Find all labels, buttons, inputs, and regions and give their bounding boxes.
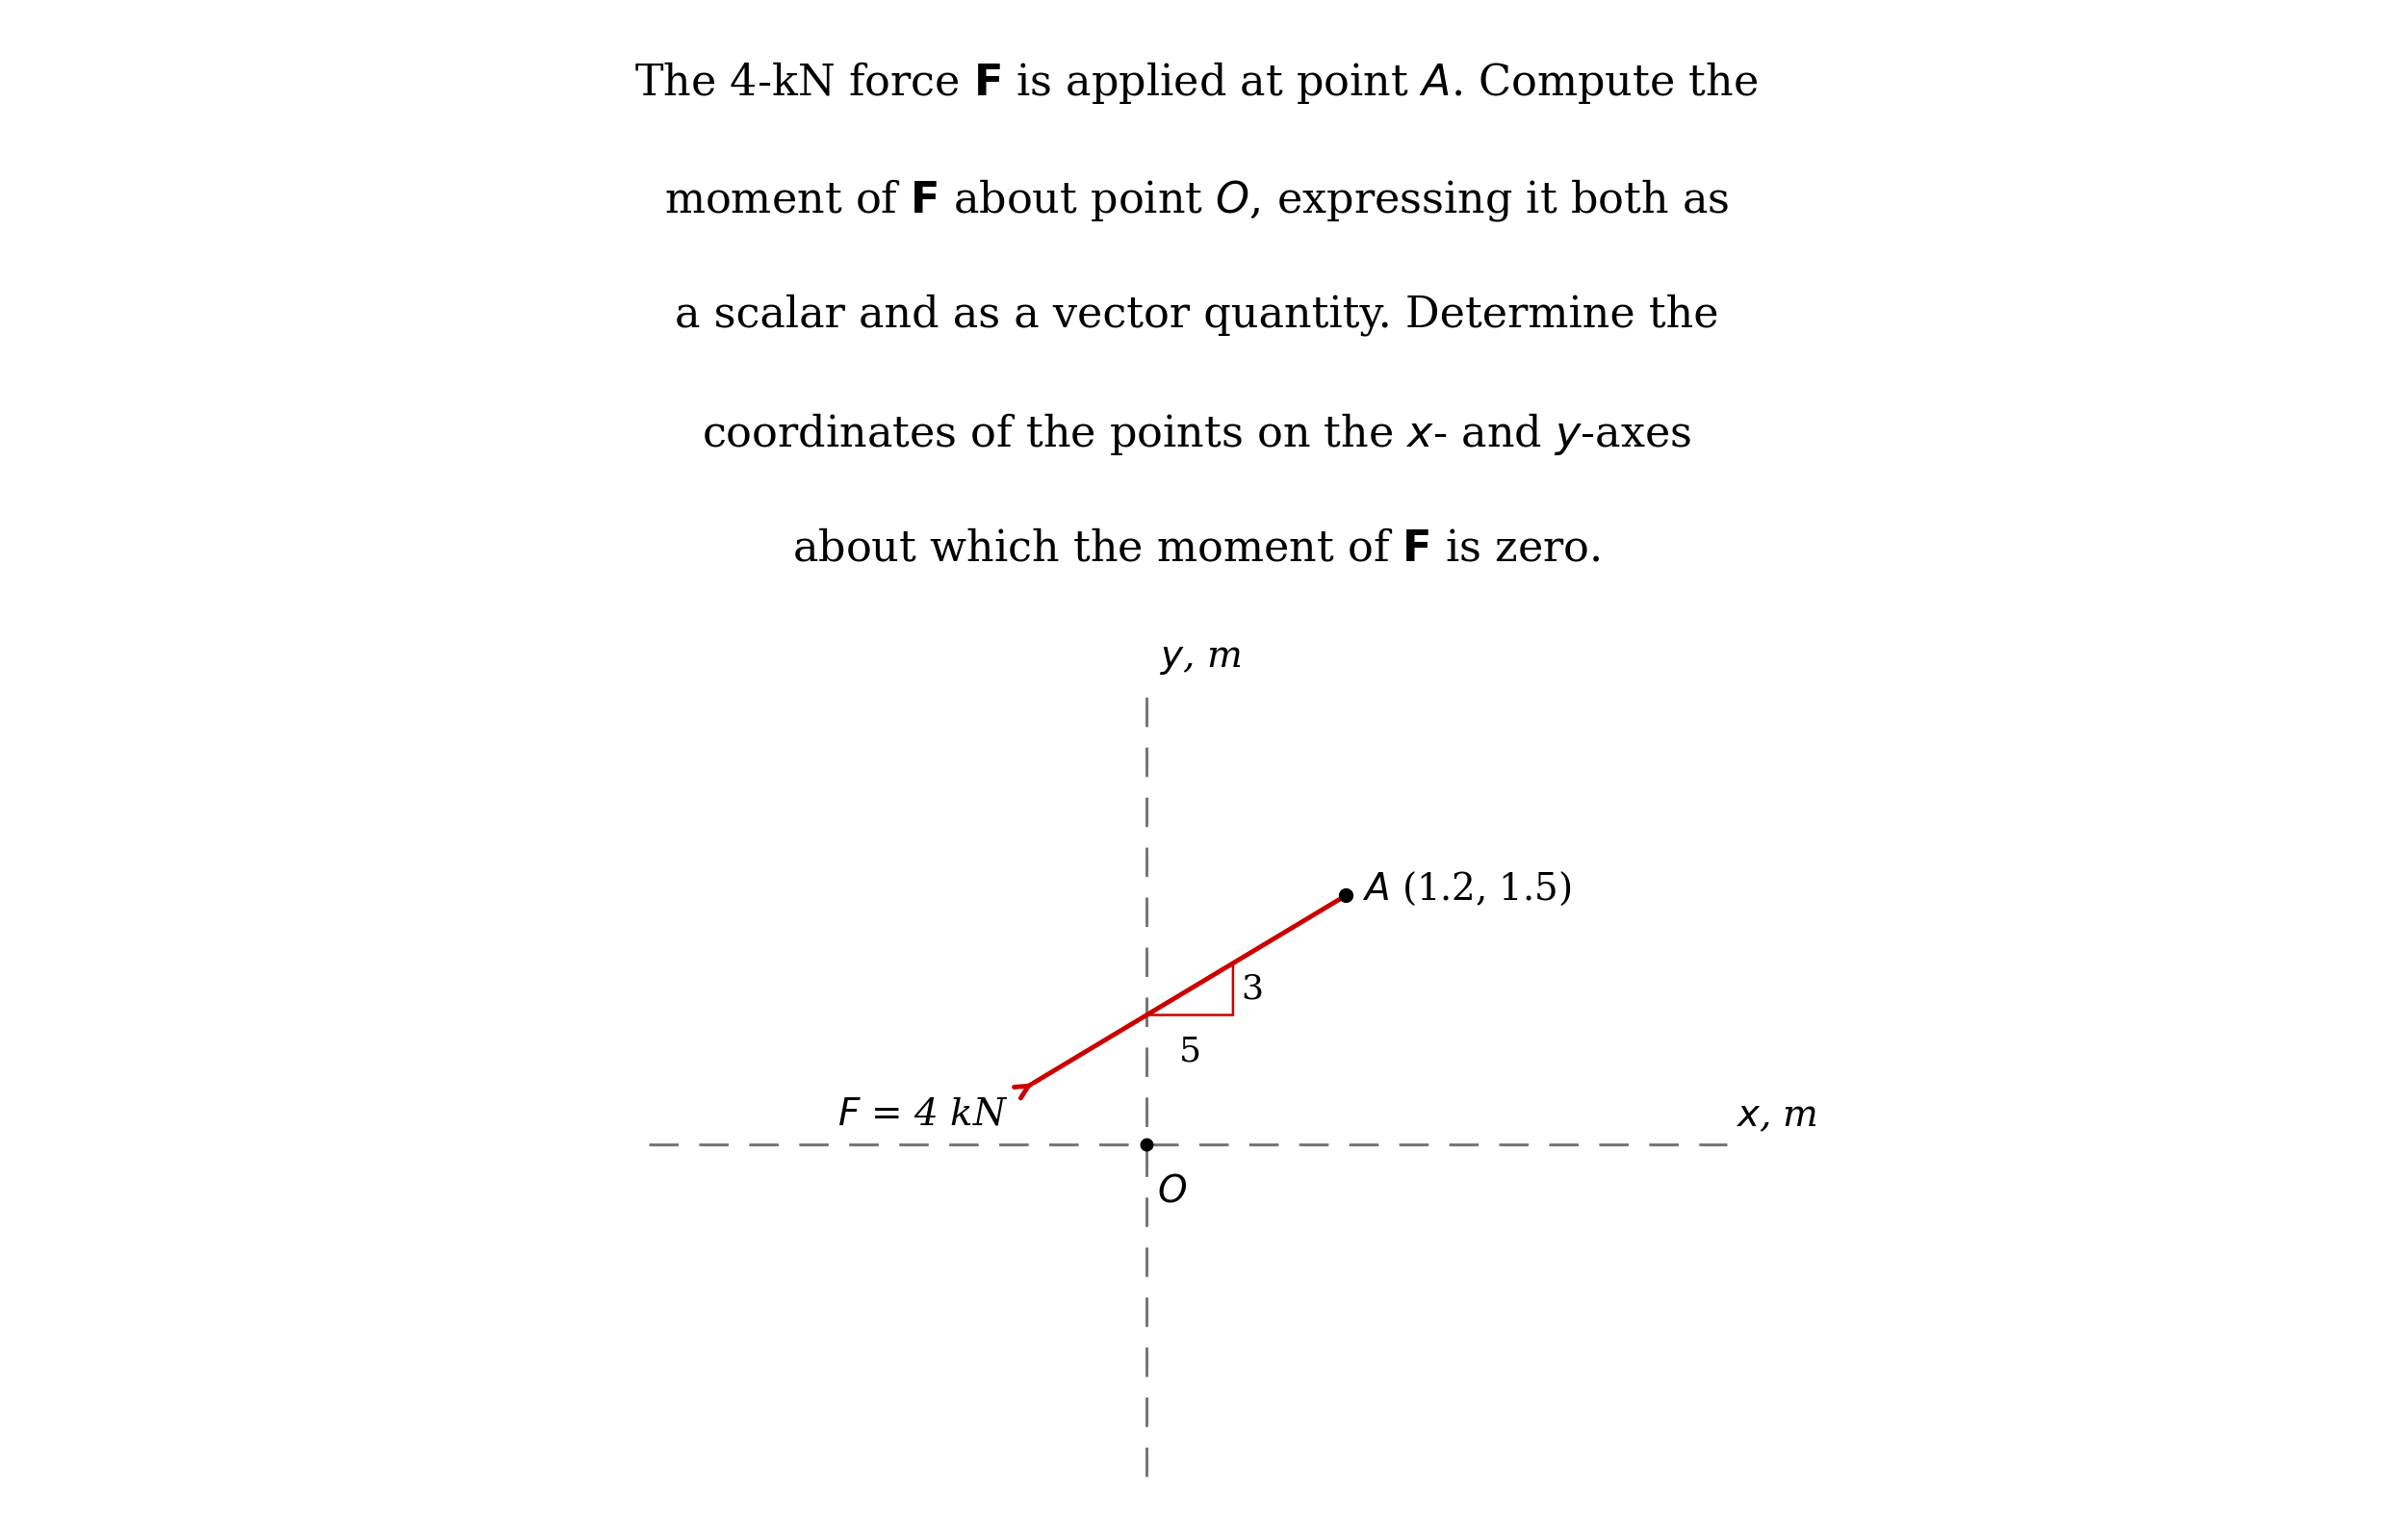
Text: $x$, m: $x$, m — [1735, 1098, 1816, 1135]
Text: $A$ (1.2, 1.5): $A$ (1.2, 1.5) — [1362, 870, 1572, 909]
Text: about which the moment of $\mathbf{F}$ is zero.: about which the moment of $\mathbf{F}$ i… — [792, 528, 1601, 570]
Text: moment of $\mathbf{F}$ about point $O$, expressing it both as: moment of $\mathbf{F}$ about point $O$, … — [665, 177, 1728, 223]
Text: 3: 3 — [1242, 973, 1264, 1006]
Text: $F$ = 4 kN: $F$ = 4 kN — [838, 1096, 1007, 1132]
Text: a scalar and as a vector quantity. Determine the: a scalar and as a vector quantity. Deter… — [675, 294, 1718, 336]
Text: The 4-kN force $\mathbf{F}$ is applied at point $A$. Compute the: The 4-kN force $\mathbf{F}$ is applied a… — [634, 60, 1759, 106]
Text: coordinates of the points on the $x$- and $y$-axes: coordinates of the points on the $x$- an… — [701, 411, 1692, 457]
Text: 5: 5 — [1180, 1035, 1201, 1067]
Text: $y$, m: $y$, m — [1161, 641, 1242, 676]
Text: $O$: $O$ — [1156, 1173, 1187, 1210]
